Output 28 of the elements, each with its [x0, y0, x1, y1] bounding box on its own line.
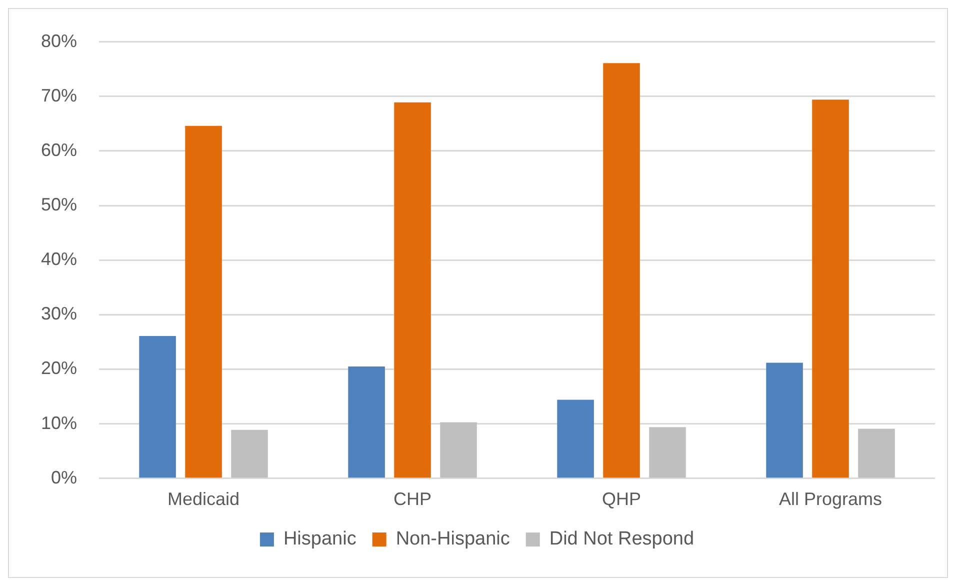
- x-tick-label: CHP: [394, 489, 432, 510]
- y-tick-label: 70%: [40, 85, 78, 106]
- bar: [557, 400, 594, 478]
- legend-label: Non-Hispanic: [396, 528, 510, 550]
- y-tick-label: 0%: [51, 467, 78, 488]
- bar: [858, 428, 895, 478]
- bar: [603, 63, 640, 478]
- bar: [440, 422, 477, 478]
- y-tick-label: 50%: [40, 194, 78, 214]
- x-tick-label: All Programs: [778, 489, 882, 510]
- y-tick-label: 30%: [40, 304, 78, 324]
- y-tick-label: 10%: [40, 412, 78, 433]
- y-tick-label: 40%: [40, 249, 78, 270]
- x-tick-label: Medicaid: [168, 489, 240, 510]
- bar: [185, 126, 222, 478]
- bar: [231, 430, 268, 478]
- legend-label: Hispanic: [283, 528, 356, 550]
- y-tick-label: 20%: [40, 358, 78, 378]
- bar: [766, 362, 803, 478]
- y-tick-label: 80%: [40, 30, 78, 51]
- bar: [394, 102, 431, 478]
- bar: [348, 366, 385, 478]
- x-tick-label: QHP: [602, 489, 642, 510]
- legend-label: Did Not Respond: [549, 528, 694, 550]
- bar: [812, 100, 849, 478]
- y-tick-label: 60%: [40, 140, 78, 160]
- bar: [649, 427, 686, 478]
- bar: [139, 336, 176, 478]
